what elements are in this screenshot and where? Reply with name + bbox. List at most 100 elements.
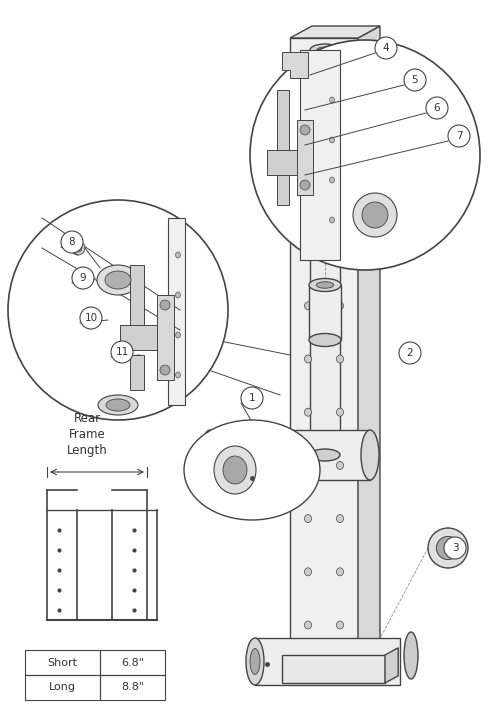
Polygon shape	[282, 655, 385, 683]
Ellipse shape	[304, 515, 312, 523]
Ellipse shape	[304, 195, 312, 203]
Text: 5: 5	[412, 75, 418, 85]
Ellipse shape	[250, 649, 260, 674]
Text: 6: 6	[434, 103, 440, 113]
Polygon shape	[309, 285, 341, 340]
Polygon shape	[300, 50, 340, 260]
Ellipse shape	[201, 430, 219, 480]
Bar	[100, 650, 165, 675]
Polygon shape	[157, 295, 174, 380]
Ellipse shape	[304, 621, 312, 629]
Text: 4: 4	[382, 43, 390, 53]
Ellipse shape	[336, 142, 344, 150]
Ellipse shape	[336, 195, 344, 203]
Ellipse shape	[246, 638, 264, 685]
Ellipse shape	[317, 47, 333, 53]
Ellipse shape	[336, 89, 344, 97]
Polygon shape	[358, 26, 380, 655]
Polygon shape	[297, 120, 313, 195]
Ellipse shape	[176, 292, 180, 298]
Circle shape	[399, 342, 421, 364]
Circle shape	[241, 387, 263, 409]
Circle shape	[353, 193, 397, 237]
Ellipse shape	[184, 420, 320, 520]
Ellipse shape	[404, 632, 418, 679]
Circle shape	[426, 97, 448, 119]
Circle shape	[300, 180, 310, 190]
Polygon shape	[385, 647, 398, 683]
Text: Short: Short	[48, 658, 78, 668]
Circle shape	[111, 341, 133, 363]
Polygon shape	[310, 50, 340, 455]
Ellipse shape	[336, 408, 344, 416]
Ellipse shape	[304, 302, 312, 310]
Text: Rear
Frame
Length: Rear Frame Length	[66, 412, 108, 457]
Bar	[25, 650, 100, 675]
Ellipse shape	[304, 89, 312, 97]
Text: 3: 3	[452, 543, 458, 553]
Text: 8.8": 8.8"	[121, 683, 144, 692]
Ellipse shape	[330, 177, 334, 183]
Text: 2: 2	[406, 348, 414, 358]
Text: 1: 1	[248, 393, 256, 403]
Polygon shape	[255, 638, 400, 685]
Ellipse shape	[304, 249, 312, 257]
Polygon shape	[210, 430, 370, 480]
Ellipse shape	[336, 355, 344, 363]
Text: 9: 9	[80, 273, 86, 283]
Ellipse shape	[336, 568, 344, 576]
Ellipse shape	[336, 621, 344, 629]
Circle shape	[61, 231, 83, 253]
Circle shape	[250, 40, 480, 270]
Ellipse shape	[304, 568, 312, 576]
Polygon shape	[267, 150, 300, 175]
Bar	[25, 675, 100, 700]
Polygon shape	[290, 26, 380, 38]
Text: Long: Long	[49, 683, 76, 692]
Circle shape	[375, 37, 397, 59]
Circle shape	[8, 200, 228, 420]
Ellipse shape	[330, 217, 334, 223]
Ellipse shape	[223, 456, 247, 484]
Polygon shape	[282, 52, 308, 78]
Ellipse shape	[336, 302, 344, 310]
Bar	[100, 675, 165, 700]
Ellipse shape	[98, 395, 138, 415]
Circle shape	[428, 528, 468, 568]
Ellipse shape	[309, 334, 341, 347]
Circle shape	[436, 536, 460, 559]
Circle shape	[444, 537, 466, 559]
Text: 7: 7	[456, 131, 462, 141]
Ellipse shape	[176, 332, 180, 338]
Ellipse shape	[214, 446, 256, 494]
Ellipse shape	[336, 249, 344, 257]
Polygon shape	[277, 90, 289, 155]
Text: 6.8": 6.8"	[121, 658, 144, 668]
Polygon shape	[130, 355, 144, 390]
Polygon shape	[290, 38, 358, 655]
Circle shape	[160, 300, 170, 310]
Text: 8: 8	[68, 237, 75, 247]
Ellipse shape	[105, 271, 131, 289]
Circle shape	[448, 125, 470, 147]
Ellipse shape	[97, 265, 139, 295]
Circle shape	[160, 365, 170, 375]
Ellipse shape	[176, 372, 180, 378]
Ellipse shape	[361, 430, 379, 480]
Ellipse shape	[304, 355, 312, 363]
Ellipse shape	[304, 408, 312, 416]
Ellipse shape	[316, 282, 334, 288]
Circle shape	[80, 307, 102, 329]
Circle shape	[72, 267, 94, 289]
Ellipse shape	[336, 515, 344, 523]
Ellipse shape	[176, 252, 180, 258]
Ellipse shape	[310, 44, 340, 56]
Ellipse shape	[336, 461, 344, 469]
Ellipse shape	[310, 449, 340, 461]
Text: 10: 10	[84, 313, 98, 323]
Polygon shape	[168, 218, 185, 405]
Ellipse shape	[330, 137, 334, 143]
Ellipse shape	[304, 461, 312, 469]
Polygon shape	[277, 170, 289, 205]
Circle shape	[404, 69, 426, 91]
